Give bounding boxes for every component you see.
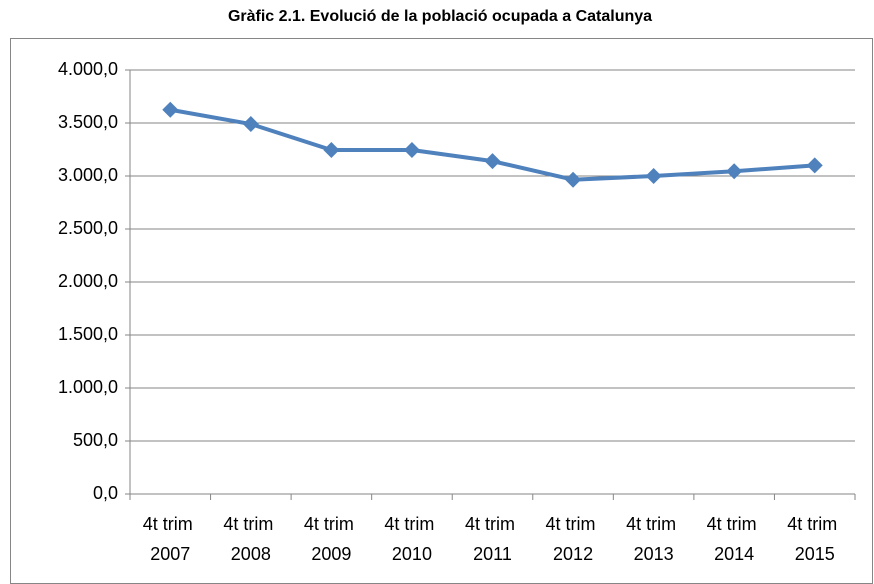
y-tick-label: 2.500,0 xyxy=(58,218,118,238)
y-tick-label: 3.000,0 xyxy=(58,165,118,185)
x-tick-label: 4t trim 2015 xyxy=(787,514,842,564)
x-tick-label: 4t trim 2008 xyxy=(223,514,278,564)
x-tick-label: 4t trim 2007 xyxy=(143,514,198,564)
chart-border xyxy=(10,38,873,584)
y-tick-label: 500,0 xyxy=(73,430,118,450)
y-tick-label: 4.000,0 xyxy=(58,59,118,79)
x-tick-label: 4t trim 2013 xyxy=(626,514,681,564)
marker xyxy=(806,157,823,174)
x-tick-label: 4t trim 2010 xyxy=(384,514,439,564)
marker xyxy=(484,153,501,170)
y-tick-label: 1.000,0 xyxy=(58,377,118,397)
chart-title: Gràfic 2.1. Evolució de la població ocup… xyxy=(228,8,652,25)
marker xyxy=(242,116,259,133)
x-tick-label: 4t trim 2012 xyxy=(546,514,601,564)
marker xyxy=(645,168,662,184)
y-tick-label: 1.500,0 xyxy=(58,324,118,344)
marker xyxy=(162,101,179,118)
x-tick-label: 4t trim 2014 xyxy=(707,514,762,564)
marker xyxy=(565,171,582,188)
marker xyxy=(323,142,340,159)
marker xyxy=(403,142,420,159)
y-tick-label: 3.500,0 xyxy=(58,112,118,132)
y-tick-label: 0,0 xyxy=(93,483,118,503)
x-tick-label: 4t trim 2011 xyxy=(465,514,520,564)
marker xyxy=(726,163,743,180)
x-tick-label: 4t trim 2009 xyxy=(304,514,359,564)
y-tick-label: 2.000,0 xyxy=(58,271,118,291)
